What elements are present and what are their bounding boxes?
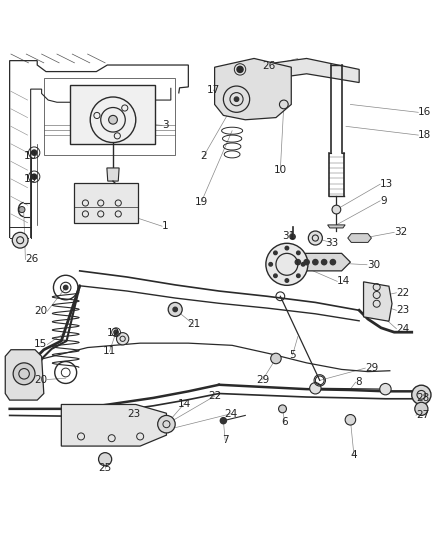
Text: 24: 24 xyxy=(225,409,238,418)
Circle shape xyxy=(274,274,277,278)
Text: 25: 25 xyxy=(99,463,112,473)
Text: 2: 2 xyxy=(200,151,207,161)
Circle shape xyxy=(279,100,288,109)
Circle shape xyxy=(415,402,428,415)
Circle shape xyxy=(32,150,37,155)
Circle shape xyxy=(313,260,318,265)
Circle shape xyxy=(99,453,112,466)
Polygon shape xyxy=(328,225,345,228)
Polygon shape xyxy=(348,233,371,243)
Text: 14: 14 xyxy=(177,399,191,409)
Polygon shape xyxy=(215,59,291,120)
Circle shape xyxy=(12,232,28,248)
Circle shape xyxy=(380,383,391,395)
Text: 23: 23 xyxy=(396,305,410,316)
Text: 10: 10 xyxy=(24,174,37,184)
Text: 1: 1 xyxy=(162,221,169,231)
Circle shape xyxy=(412,385,431,405)
Circle shape xyxy=(304,260,309,265)
Circle shape xyxy=(279,405,286,413)
Bar xyxy=(44,78,175,155)
Circle shape xyxy=(310,383,321,394)
Text: 16: 16 xyxy=(418,107,431,117)
Text: 19: 19 xyxy=(195,197,208,207)
Circle shape xyxy=(308,231,322,245)
Circle shape xyxy=(168,302,182,317)
Circle shape xyxy=(301,263,305,266)
Circle shape xyxy=(321,260,327,265)
Text: 29: 29 xyxy=(256,375,269,384)
Circle shape xyxy=(274,251,277,255)
Text: 20: 20 xyxy=(34,375,47,384)
Text: 7: 7 xyxy=(222,435,229,445)
Polygon shape xyxy=(5,350,44,400)
Circle shape xyxy=(64,285,68,290)
Text: 4: 4 xyxy=(350,450,357,460)
Text: 14: 14 xyxy=(337,277,350,286)
Circle shape xyxy=(269,263,272,266)
Text: 30: 30 xyxy=(367,260,380,270)
Circle shape xyxy=(114,330,118,334)
Text: 5: 5 xyxy=(289,350,296,360)
Polygon shape xyxy=(280,253,350,271)
Bar xyxy=(70,85,155,144)
Circle shape xyxy=(158,415,175,433)
Circle shape xyxy=(117,333,129,345)
Circle shape xyxy=(330,260,336,265)
Circle shape xyxy=(32,174,37,179)
Text: 29: 29 xyxy=(365,363,378,373)
Circle shape xyxy=(13,363,35,385)
Circle shape xyxy=(345,415,356,425)
Circle shape xyxy=(173,307,177,312)
Text: 17: 17 xyxy=(207,85,220,95)
Text: 6: 6 xyxy=(281,417,288,427)
Text: 8: 8 xyxy=(356,377,362,387)
Circle shape xyxy=(19,206,25,213)
Text: 31: 31 xyxy=(283,231,296,241)
Circle shape xyxy=(237,66,243,72)
Text: 21: 21 xyxy=(187,319,200,329)
Text: 24: 24 xyxy=(396,324,410,334)
Bar xyxy=(74,183,138,223)
Polygon shape xyxy=(364,282,392,321)
Text: 18: 18 xyxy=(418,130,431,140)
Text: 20: 20 xyxy=(34,306,47,316)
Text: 26: 26 xyxy=(25,254,39,264)
Circle shape xyxy=(285,246,289,250)
Circle shape xyxy=(271,353,281,364)
Circle shape xyxy=(297,251,300,255)
Text: 32: 32 xyxy=(394,228,407,237)
Text: 22: 22 xyxy=(396,288,410,298)
Circle shape xyxy=(295,260,300,265)
Circle shape xyxy=(109,115,117,124)
Text: 12: 12 xyxy=(107,328,120,338)
Text: 15: 15 xyxy=(34,340,47,350)
Circle shape xyxy=(220,418,226,424)
Text: 33: 33 xyxy=(325,238,339,248)
Polygon shape xyxy=(107,168,119,181)
Circle shape xyxy=(234,97,239,101)
Text: 11: 11 xyxy=(103,346,116,357)
Text: 10: 10 xyxy=(274,165,287,175)
Circle shape xyxy=(266,243,308,285)
Text: 26: 26 xyxy=(262,61,276,71)
Text: 3: 3 xyxy=(162,120,169,131)
Text: 9: 9 xyxy=(380,196,387,206)
Circle shape xyxy=(290,234,295,239)
Circle shape xyxy=(297,274,300,278)
Text: 10: 10 xyxy=(24,151,37,161)
Text: 13: 13 xyxy=(380,179,393,189)
Circle shape xyxy=(285,279,289,282)
Polygon shape xyxy=(228,59,359,85)
Text: 27: 27 xyxy=(416,410,429,421)
Text: 22: 22 xyxy=(208,391,221,401)
Text: 23: 23 xyxy=(127,409,141,418)
Polygon shape xyxy=(61,405,166,446)
Circle shape xyxy=(332,205,341,214)
Text: 28: 28 xyxy=(416,393,429,403)
